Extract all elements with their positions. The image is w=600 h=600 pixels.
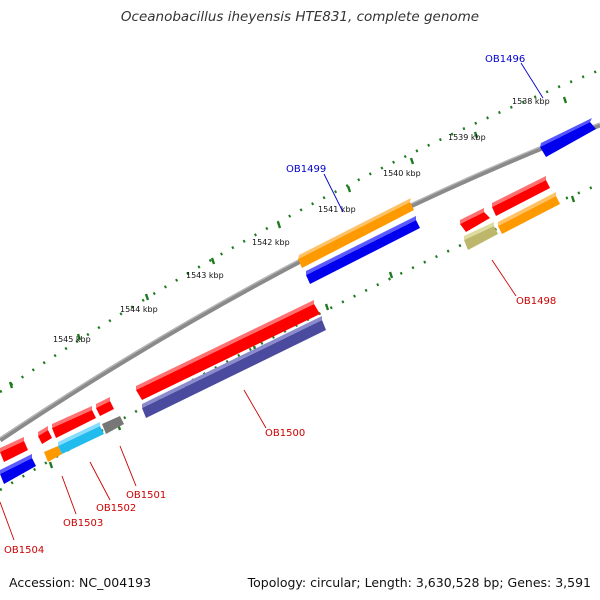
gene-label-ob1501[interactable]: OB1501 [126, 490, 166, 501]
gene-red-1[interactable] [492, 180, 550, 216]
gene-features [0, 118, 596, 484]
scale-labels: 1538 kbp 1539 kbp 1540 kbp 1541 kbp 1542… [53, 97, 550, 344]
scale-label: 1540 kbp [383, 169, 421, 178]
gene-red-4[interactable] [0, 441, 28, 462]
gene-ob1498-olive[interactable] [464, 226, 498, 250]
gene-ob1496[interactable] [540, 122, 596, 157]
accession-text: Accession: NC_004193 [9, 575, 152, 590]
gene-ob1502[interactable] [58, 426, 104, 454]
gene-labels: OB1496 OB1499 OB1498 OB1500 OB1501 OB150… [4, 54, 556, 556]
scale-label: 1543 kbp [186, 271, 224, 280]
gene-red-3[interactable] [52, 410, 96, 438]
map-title: Oceanobacillus iheyensis HTE831, complet… [120, 9, 480, 25]
gene-ob1499-orange[interactable] [298, 202, 414, 268]
gene-label-ob1498[interactable]: OB1498 [516, 296, 556, 307]
gene-ob1504[interactable] [0, 458, 36, 484]
gene-label-ob1503[interactable]: OB1503 [63, 518, 103, 529]
gene-ob1499[interactable] [306, 220, 420, 284]
gene-red-small-3[interactable] [96, 401, 114, 416]
scale-label: 1542 kbp [252, 238, 290, 247]
scale-label: 1539 kbp [448, 133, 486, 142]
scale-label: 1541 kbp [318, 205, 356, 214]
gene-label-ob1496[interactable]: OB1496 [485, 54, 525, 65]
gene-red-small-1[interactable] [460, 212, 490, 232]
gene-ob1498[interactable] [498, 196, 560, 234]
leader-lines [0, 62, 544, 541]
scale-label: 1545 kbp [53, 335, 91, 344]
scale-label: 1544 kbp [120, 305, 158, 314]
gene-red-2[interactable] [136, 304, 320, 400]
gene-ob1500[interactable] [142, 320, 326, 418]
gene-red-small-2[interactable] [38, 430, 52, 444]
scale-label: 1538 kbp [512, 97, 550, 106]
gene-label-ob1502[interactable]: OB1502 [96, 503, 136, 514]
gene-ob1503[interactable] [44, 446, 62, 462]
genome-summary: Topology: circular; Length: 3,630,528 bp… [247, 575, 591, 590]
gene-ob1501[interactable] [102, 416, 124, 434]
major-ticks [8, 96, 576, 469]
gene-label-ob1499[interactable]: OB1499 [286, 164, 326, 175]
gene-label-ob1500[interactable]: OB1500 [265, 428, 305, 439]
gene-label-ob1504[interactable]: OB1504 [4, 545, 44, 556]
